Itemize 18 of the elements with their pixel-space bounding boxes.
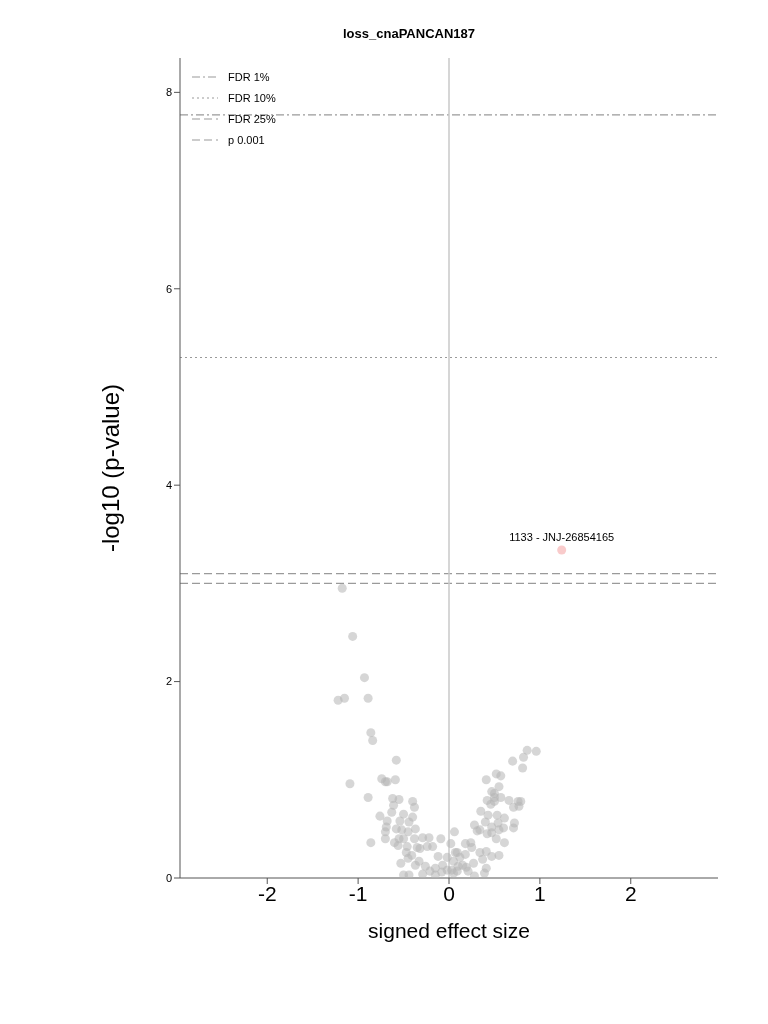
y-tick-label: 2: [165, 675, 172, 688]
legend-label: FDR 1%: [228, 70, 270, 83]
y-tick-label: 0: [165, 871, 172, 884]
y-tick-label: 4: [165, 479, 172, 492]
y-axis-title: -log10 (p-value): [96, 383, 124, 553]
x-axis-title: signed effect size: [368, 919, 530, 942]
legend-label: FDR 25%: [228, 112, 276, 125]
x-tick-label: -1: [348, 881, 368, 905]
x-tick-label: 1: [534, 881, 546, 905]
chart-title: loss_cnaPANCAN187: [342, 26, 476, 41]
y-tick-label: 8: [165, 86, 172, 99]
annotation: 1133 - JNJ-26854165: [509, 531, 615, 543]
x-tick-label: 0: [443, 881, 455, 905]
legend-label: p 0.001: [228, 133, 265, 146]
x-tick-label: -2: [257, 881, 277, 905]
y-tick-label: 6: [165, 282, 172, 295]
x-tick-label: 2: [624, 881, 637, 905]
legend-label: FDR 10%: [228, 91, 276, 104]
